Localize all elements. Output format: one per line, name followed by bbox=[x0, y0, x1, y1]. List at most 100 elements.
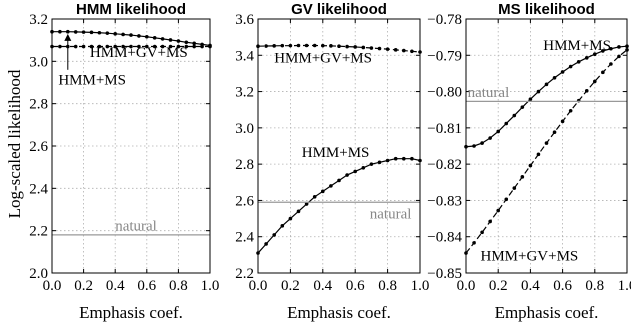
data-point-hmm-ms bbox=[601, 49, 605, 53]
annotation-label: natural bbox=[115, 219, 157, 235]
data-point-hmm-gv-ms bbox=[176, 44, 181, 49]
x-tick-label: 0.0 bbox=[249, 278, 268, 294]
data-point-hmm-gv-ms bbox=[345, 44, 349, 49]
y-tick-label: 3.2 bbox=[235, 85, 254, 101]
data-point-hmm-gv-ms bbox=[552, 130, 557, 135]
data-point-hmm-gv-ms bbox=[304, 43, 309, 48]
y-tick-label: 3.0 bbox=[235, 121, 254, 137]
data-point-hmm-ms bbox=[66, 29, 70, 34]
x-tick-label: 0.8 bbox=[585, 278, 604, 294]
data-point-hmm-gv-ms bbox=[312, 43, 317, 48]
y-tick-label: 2.4 bbox=[235, 230, 254, 246]
x-tick-label: 0.0 bbox=[43, 278, 62, 294]
data-point-hmm-gv-ms bbox=[617, 54, 621, 59]
data-point-hmm-ms bbox=[609, 46, 613, 51]
data-point-hmm-ms bbox=[312, 195, 317, 199]
x-tick-label: 0.2 bbox=[74, 278, 93, 294]
chart-title: GV likelihood bbox=[291, 1, 387, 18]
data-point-hmm-gv-ms bbox=[496, 208, 501, 213]
data-point-hmm-ms bbox=[321, 189, 325, 194]
data-point-hmm-gv-ms bbox=[377, 46, 382, 51]
data-point-hmm-ms bbox=[113, 32, 117, 36]
data-point-hmm-ms bbox=[280, 224, 285, 228]
data-point-hmm-gv-ms bbox=[280, 43, 285, 48]
y-tick-label: −0.84 bbox=[427, 230, 462, 246]
annotation-arrowhead bbox=[64, 33, 72, 41]
data-point-hmm-gv-ms bbox=[504, 197, 509, 202]
data-point-hmm-ms bbox=[184, 40, 189, 45]
data-point-hmm-ms bbox=[137, 34, 141, 38]
data-point-hmm-gv-ms bbox=[58, 44, 62, 49]
data-point-hmm-gv-ms bbox=[137, 44, 141, 49]
x-tick-label: 0.6 bbox=[346, 278, 365, 294]
data-point-hmm-ms bbox=[129, 33, 133, 37]
data-point-hmm-ms bbox=[105, 31, 110, 35]
x-tick-label: 0.6 bbox=[137, 278, 156, 294]
y-tick-label: 2.8 bbox=[235, 157, 254, 173]
data-point-hmm-gv-ms bbox=[152, 44, 157, 49]
data-point-hmm-ms bbox=[536, 89, 541, 94]
data-point-hmm-ms bbox=[337, 178, 341, 183]
data-point-hmm-ms bbox=[488, 136, 492, 140]
data-point-hmm-gv-ms bbox=[512, 186, 517, 190]
data-point-hmm-gv-ms bbox=[528, 163, 533, 168]
data-point-hmm-gv-ms bbox=[145, 44, 149, 49]
data-point-hmm-gv-ms bbox=[385, 47, 390, 51]
data-point-hmm-ms bbox=[504, 121, 509, 126]
data-point-hmm-gv-ms bbox=[200, 44, 204, 49]
y-tick-label: 2.4 bbox=[29, 181, 48, 197]
x-tick-label: 0.8 bbox=[378, 278, 397, 294]
data-point-hmm-gv-ms bbox=[296, 43, 301, 48]
y-tick-label: 2.2 bbox=[29, 224, 48, 240]
data-point-hmm-ms bbox=[160, 37, 165, 41]
data-point-hmm-gv-ms bbox=[560, 119, 565, 124]
data-point-hmm-ms bbox=[385, 158, 390, 163]
data-point-hmm-ms bbox=[402, 156, 406, 161]
data-point-hmm-ms bbox=[520, 105, 525, 109]
x-tick-label: 1.0 bbox=[411, 278, 430, 294]
data-point-hmm-gv-ms bbox=[410, 49, 414, 54]
y-tick-label: −0.81 bbox=[427, 121, 462, 137]
y-tick-label: 2.0 bbox=[29, 266, 48, 282]
x-axis-label: Emphasis coef. bbox=[495, 303, 599, 322]
data-point-hmm-gv-ms bbox=[337, 44, 341, 49]
data-point-hmm-gv-ms bbox=[480, 230, 484, 235]
y-tick-label: 3.4 bbox=[235, 48, 254, 64]
data-point-hmm-gv-ms bbox=[544, 141, 549, 145]
annotation-label: HMM+GV+MS bbox=[274, 51, 372, 67]
data-point-hmm-ms bbox=[73, 30, 78, 34]
data-point-hmm-gv-ms bbox=[601, 70, 605, 75]
data-point-hmm-ms bbox=[552, 75, 557, 80]
data-point-hmm-gv-ms bbox=[105, 44, 110, 49]
data-point-hmm-gv-ms bbox=[369, 46, 374, 50]
data-point-hmm-ms bbox=[369, 162, 374, 166]
y-tick-label: 3.2 bbox=[29, 12, 48, 28]
y-tick-label: −0.79 bbox=[427, 48, 462, 64]
data-point-hmm-gv-ms bbox=[609, 62, 613, 66]
annotation-label: natural bbox=[468, 85, 510, 101]
data-point-hmm-gv-ms bbox=[97, 44, 102, 49]
annotation-label: natural bbox=[370, 207, 412, 223]
data-point-hmm-gv-ms bbox=[113, 44, 117, 49]
chart-panel-2: 0.0 0.2 0.4 0.6 0.8 1.0 2.2 2.4 2.6 2.8 3.0 3.2 3.4 3… bbox=[235, 1, 429, 322]
data-point-hmm-ms bbox=[304, 202, 309, 206]
data-point-hmm-gv-ms bbox=[81, 44, 86, 49]
data-point-hmm-gv-ms bbox=[288, 43, 293, 48]
data-point-hmm-gv-ms bbox=[361, 45, 366, 50]
data-point-hmm-ms bbox=[480, 141, 484, 145]
data-point-hmm-gv-ms bbox=[121, 44, 125, 49]
data-point-hmm-ms bbox=[496, 129, 501, 134]
data-point-hmm-gv-ms bbox=[488, 219, 492, 224]
x-tick-label: 0.4 bbox=[521, 278, 540, 294]
chart-title: HMM likelihood bbox=[76, 1, 186, 18]
annotation-label: HMM+GV+MS bbox=[480, 248, 578, 264]
data-point-hmm-ms bbox=[168, 38, 173, 42]
data-point-hmm-ms bbox=[560, 70, 565, 74]
data-point-hmm-gv-ms bbox=[402, 48, 406, 53]
data-point-hmm-gv-ms bbox=[329, 44, 333, 48]
data-point-hmm-ms bbox=[145, 34, 149, 39]
data-point-hmm-gv-ms bbox=[73, 44, 78, 49]
y-tick-label: 2.6 bbox=[29, 139, 48, 155]
data-point-hmm-ms bbox=[58, 29, 62, 34]
